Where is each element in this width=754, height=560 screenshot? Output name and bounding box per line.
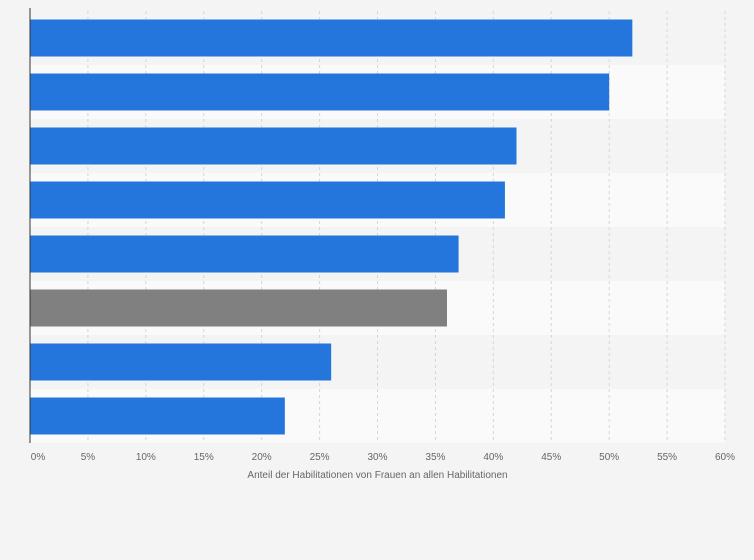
bar xyxy=(30,343,332,381)
x-tick-label: 45% xyxy=(541,452,561,463)
x-tick-label: 55% xyxy=(657,452,677,463)
x-tick-label: 15% xyxy=(194,452,214,463)
x-tick-label: 25% xyxy=(310,452,330,463)
x-tick-label: 60% xyxy=(715,452,735,463)
x-tick-label: 5% xyxy=(81,452,96,463)
x-tick-label: 20% xyxy=(252,452,272,463)
bar xyxy=(30,397,285,435)
x-tick-label: 0% xyxy=(31,452,46,463)
x-tick-label: 10% xyxy=(136,452,156,463)
x-tick-labels: 0% 5% 10% 15% 20% 25% 30% 35% 40% 45% 50% 55% 60% xyxy=(31,452,735,463)
bar xyxy=(30,289,447,327)
x-axis-title: Anteil der Habilitationen von Frauen an … xyxy=(247,470,507,481)
bar xyxy=(30,181,505,219)
x-tick-label: 30% xyxy=(367,452,387,463)
bar xyxy=(30,19,633,57)
x-tick-label: 50% xyxy=(599,452,619,463)
bars xyxy=(30,19,633,435)
bar xyxy=(30,127,517,165)
bar xyxy=(30,235,459,273)
x-tick-label: 40% xyxy=(483,452,503,463)
bar xyxy=(30,73,610,111)
x-tick-label: 35% xyxy=(425,452,445,463)
